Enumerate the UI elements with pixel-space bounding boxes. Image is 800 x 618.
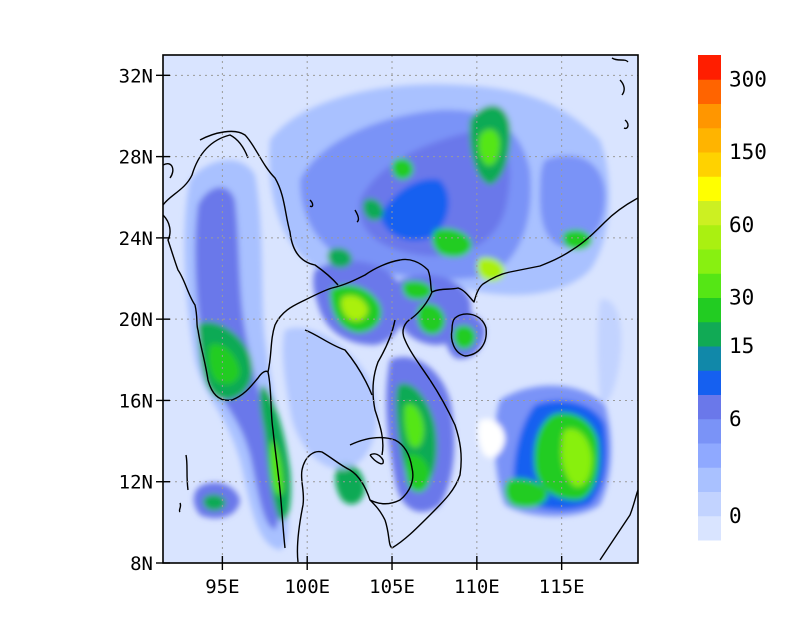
lon-tick-label: 100E	[284, 576, 330, 598]
colorbar-swatch	[698, 443, 721, 468]
lon-tick-label: 105E	[369, 576, 415, 598]
map-plot-area	[162, 54, 639, 564]
islands-northeast	[611, 57, 629, 130]
lat-tick-label: 20N	[119, 309, 153, 331]
colorbar-swatch	[698, 103, 721, 129]
map-frame	[162, 54, 639, 564]
precipitation-contours	[184, 84, 622, 550]
contour-andaman-core	[202, 494, 226, 511]
colorbar-swatch	[698, 200, 721, 226]
lon-tick-label: 95E	[205, 576, 239, 598]
contour-annamite-peak	[404, 403, 424, 448]
contour-indochina-mid	[282, 327, 377, 470]
contour-tonkin-south	[417, 303, 445, 335]
colorbar-swatch	[698, 55, 721, 80]
colorbar: 0 6 15 30 60 150 300	[698, 55, 767, 541]
contour-guizhou-patch	[432, 228, 472, 258]
contour-scs-peak	[561, 428, 592, 487]
colorbar-label: 300	[729, 67, 767, 91]
contour-cardamom	[335, 462, 365, 505]
contour-tonkin-core	[402, 280, 432, 300]
lat-tick-label: 28N	[119, 147, 153, 169]
colorbar-swatch	[698, 491, 721, 517]
contour-east-china	[540, 155, 606, 248]
colorbar-swatch	[698, 176, 721, 201]
contour-scs-gap	[477, 418, 505, 458]
contour-laos-north-peak	[341, 295, 368, 321]
lat-tick-label: 8N	[130, 553, 153, 575]
border-myanmar-china	[199, 130, 339, 286]
colorbar-swatch	[698, 152, 721, 177]
contour-scs-west	[504, 478, 548, 508]
colorbar-label: 30	[729, 286, 754, 310]
border-laos	[331, 258, 433, 293]
map-gridlines	[163, 55, 638, 563]
contour-central-patch	[392, 158, 414, 180]
colorbar-swatch	[698, 467, 721, 492]
coastlines-borders	[163, 57, 638, 563]
colorbar-swatch	[698, 127, 721, 153]
colorbar-label: 60	[729, 213, 754, 237]
contour-fujian	[562, 229, 592, 250]
colorbar-swatch	[698, 418, 721, 444]
colorbar-label: 0	[729, 504, 742, 528]
coast-hainan	[450, 313, 487, 357]
border-laos-vietnam	[372, 319, 396, 456]
colorbar-swatch	[698, 346, 721, 371]
colorbar-label: 150	[729, 140, 767, 164]
coast-tenasserim	[267, 371, 286, 549]
coast-andaman	[178, 454, 189, 513]
islands-taiwan-coast	[599, 489, 638, 561]
contour-yunnan-south	[327, 248, 352, 268]
longitude-axis: 95E 100E 105E 110E 115E	[205, 556, 585, 598]
contour-east-margin	[597, 299, 622, 404]
lon-tick-label: 110E	[454, 576, 500, 598]
colorbar-swatch	[698, 273, 721, 298]
colorbar-swatch	[698, 249, 721, 274]
lon-tick-label: 115E	[539, 576, 585, 598]
colorbar-swatch	[698, 297, 721, 323]
lat-tick-label: 12N	[119, 472, 153, 494]
colorbar-swatch	[698, 79, 721, 104]
coast-myanmar	[197, 329, 269, 402]
colorbar-swatch	[698, 224, 721, 250]
coast-bangladesh	[163, 163, 199, 331]
colorbar-swatch	[698, 394, 721, 420]
coast-south-vietnam	[384, 379, 462, 549]
lat-tick-label: 24N	[119, 228, 153, 250]
contour-north-blue	[380, 179, 449, 241]
coast-tonkin	[431, 197, 638, 303]
coast-tibet-loop	[163, 134, 249, 206]
coast-central-vietnam	[402, 291, 433, 381]
islands-inland-lakes	[309, 199, 384, 465]
colorbar-swatch	[698, 321, 721, 347]
colorbar-swatch	[698, 515, 721, 541]
contour-west-sichuan	[362, 198, 384, 221]
contour-hainan-core	[453, 325, 476, 350]
colorbar-label: 15	[729, 334, 754, 358]
colorbar-label: 6	[729, 407, 742, 431]
border-cambodia	[349, 436, 414, 505]
lat-tick-label: 16N	[119, 390, 153, 412]
contour-tenasserim-peak	[270, 440, 284, 496]
contour-arakan-peak	[208, 344, 240, 385]
border-thailand-laos	[304, 329, 373, 396]
latitude-axis: 8N 12N 16N 20N 24N 28N 32N	[119, 65, 170, 575]
lat-tick-label: 32N	[119, 65, 153, 87]
colorbar-swatch	[698, 370, 721, 395]
border-myanmar-thailand	[267, 287, 333, 373]
